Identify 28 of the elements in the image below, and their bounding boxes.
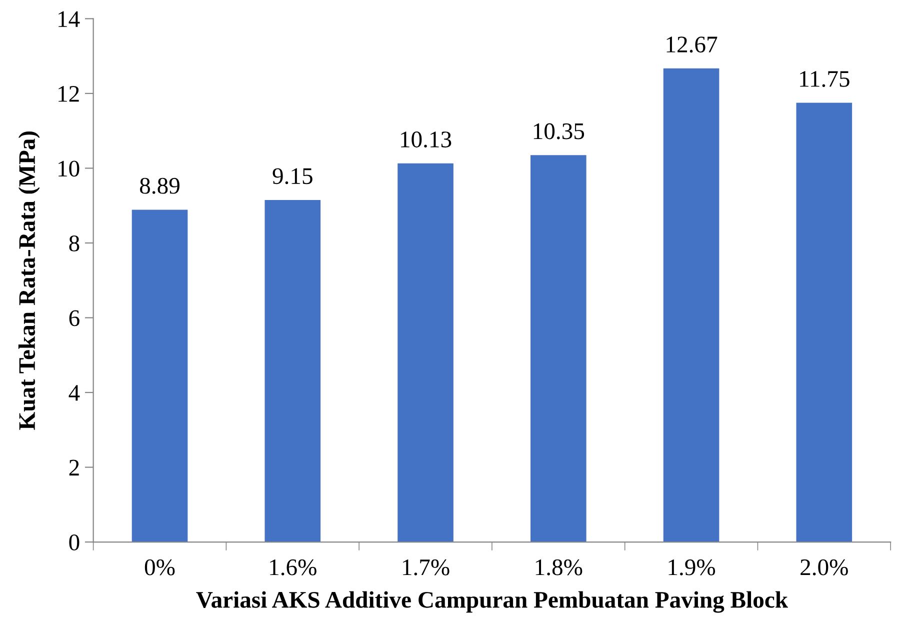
x-axis-title: Variasi AKS Additive Campuran Pembuatan Paving Block — [196, 591, 788, 613]
bar — [398, 163, 454, 542]
y-tick-label: 12 — [58, 86, 79, 102]
x-tick-label: 2.0% — [800, 559, 848, 576]
x-tick-label: 1.6% — [270, 559, 316, 576]
y-tick-label: 4 — [68, 385, 80, 401]
x-tick-label: 1.8% — [536, 559, 582, 576]
y-tick-label: 8 — [69, 235, 80, 252]
y-tick-label: 14 — [58, 11, 80, 27]
data-label: 11.75 — [800, 71, 850, 87]
data-label: 10.35 — [534, 123, 584, 140]
bar — [796, 102, 852, 542]
x-tick-label: 1.7% — [403, 559, 450, 576]
bar — [663, 68, 720, 542]
data-label: 9.15 — [272, 168, 312, 184]
x-tick-label: 0% — [144, 559, 175, 576]
x-tick-label: 1.9% — [668, 559, 716, 576]
data-label: 12.67 — [666, 36, 718, 53]
y-tick-label: 6 — [69, 310, 80, 326]
y-axis-title: Kuat Tekan Rata-Rata (MPa) — [18, 132, 40, 430]
data-label: 10.13 — [401, 132, 452, 148]
y-tick-label: 0 — [69, 534, 80, 550]
bar — [264, 200, 321, 542]
y-tick-label: 10 — [58, 160, 80, 177]
data-label: 8.89 — [140, 178, 180, 194]
bar — [132, 210, 188, 542]
y-tick-label: 2 — [69, 460, 79, 476]
bar — [530, 155, 586, 542]
